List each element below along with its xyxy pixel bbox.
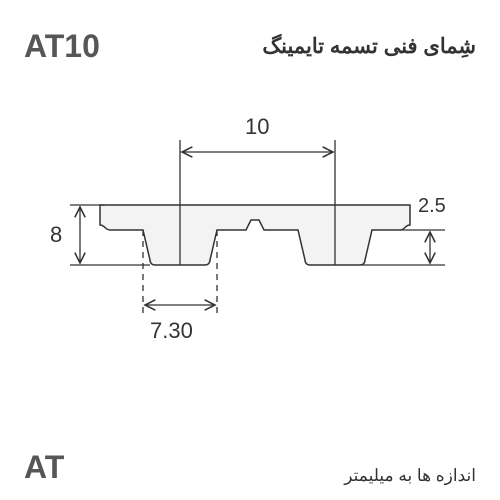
pitch-value: 10 xyxy=(245,114,269,140)
series-code: AT xyxy=(24,449,64,486)
tooth-height-value: 2.5 xyxy=(418,195,446,218)
belt-profile-shape xyxy=(100,205,410,265)
model-code: AT10 xyxy=(24,28,100,65)
belt-profile-diagram: 10 8 7.30 2.5 xyxy=(50,110,450,410)
height-value: 8 xyxy=(50,222,62,248)
units-note: اندازه ها به میلیمتر xyxy=(344,466,476,486)
page-title: شِمای فنی تسمه تایمینگ xyxy=(262,34,476,59)
tooth-base-value: 7.30 xyxy=(150,318,193,344)
profile-svg xyxy=(50,110,450,410)
